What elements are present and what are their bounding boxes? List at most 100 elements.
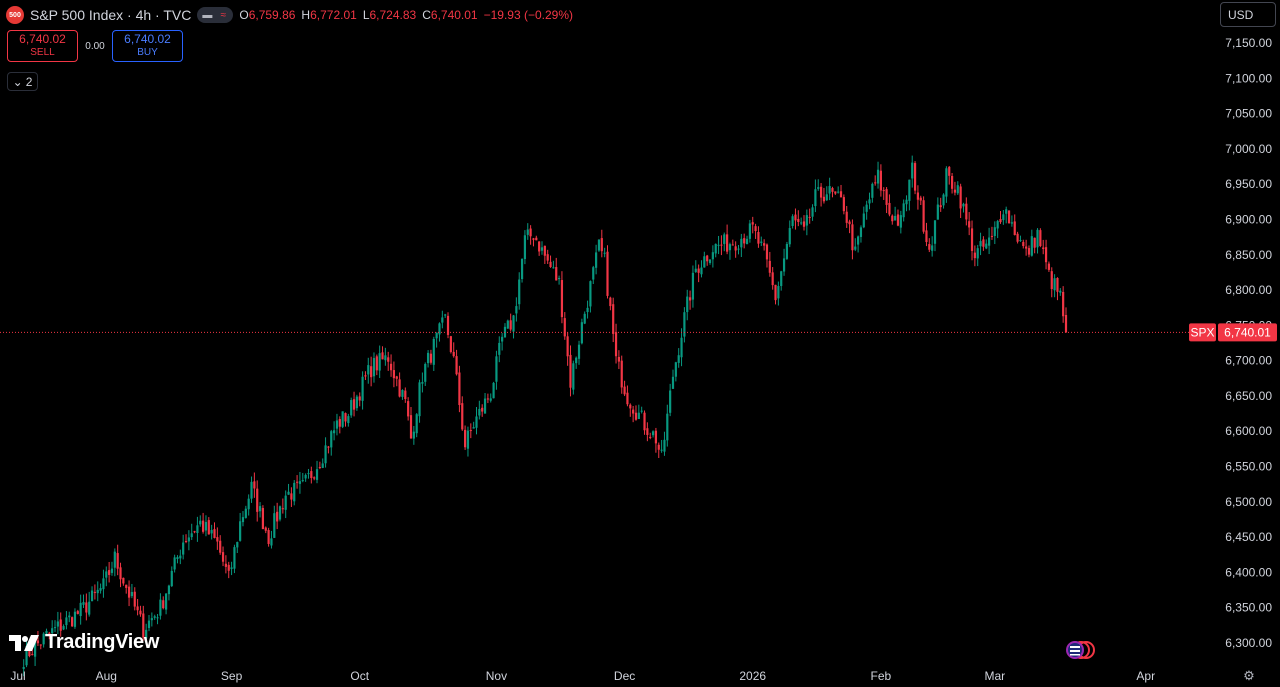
candle-body xyxy=(555,267,558,281)
buy-button[interactable]: 6,740.02 BUY xyxy=(112,30,183,62)
indicators-toggle[interactable]: ⌄ 2 xyxy=(7,72,38,91)
candle-body xyxy=(273,513,276,538)
candle-body xyxy=(250,481,253,499)
candle-body xyxy=(190,533,193,538)
candle-body xyxy=(224,563,227,567)
candle-body xyxy=(253,481,256,489)
candle-body xyxy=(375,356,378,371)
price-tick-label: 6,400.00 xyxy=(1225,565,1272,579)
price-axis[interactable]: 6,300.00 6,350.00 6,400.00 6,450.00 6,500.00… xyxy=(1225,36,1272,650)
symbol-price-tag-bg xyxy=(1189,323,1216,342)
candle-body xyxy=(520,258,524,280)
candle-body xyxy=(62,626,65,630)
ohlc-values: O6,759.86 H6,772.01 L6,724.83 C6,740.01 … xyxy=(239,8,573,22)
candle-body xyxy=(896,214,900,226)
candle-body xyxy=(401,390,404,397)
candle-body xyxy=(1044,247,1048,263)
candle-body xyxy=(797,218,800,223)
candle-body xyxy=(31,654,34,656)
time-tick-label: 2026 xyxy=(739,669,766,683)
events-icons[interactable] xyxy=(1058,640,1098,660)
high-label: H xyxy=(301,8,311,22)
wave-icon[interactable]: ≈ xyxy=(220,9,227,21)
candle-body xyxy=(173,557,176,570)
candle-body xyxy=(367,365,370,375)
candle-body xyxy=(885,189,888,205)
candle-body xyxy=(785,244,789,259)
candle-body xyxy=(563,318,566,337)
candle-body xyxy=(845,211,848,223)
candle-body xyxy=(364,375,367,377)
symbol-legend: 500 S&P 500 Index · 4h · TVC ▬ ≈ O6,759.… xyxy=(6,5,573,25)
candle-body xyxy=(179,555,182,559)
candle-body xyxy=(1039,230,1042,247)
candle-body xyxy=(1007,210,1011,224)
candle-body xyxy=(301,480,304,482)
candle-body xyxy=(626,392,629,405)
legend-pill[interactable]: ▬ ≈ xyxy=(197,7,234,23)
candle-body xyxy=(501,336,504,342)
candle-body xyxy=(922,200,925,232)
price-tick-label: 7,050.00 xyxy=(1225,107,1272,121)
candle-body xyxy=(404,390,407,400)
candle-body xyxy=(207,520,210,535)
time-axis[interactable]: Jul Aug Sep Oct Nov Dec 2026 Feb Mar Apr xyxy=(10,669,1155,683)
candle-body xyxy=(905,199,908,205)
minus-icon[interactable]: ▬ xyxy=(202,9,213,21)
candle-body xyxy=(876,169,880,184)
candle-body xyxy=(968,221,971,228)
candle-body xyxy=(703,256,706,268)
candle-body xyxy=(851,224,854,251)
candle-body xyxy=(868,199,871,204)
candle-body xyxy=(110,568,114,573)
candle-body xyxy=(444,314,447,316)
candle-body xyxy=(130,592,134,597)
symbol-icon[interactable]: 500 xyxy=(6,6,24,24)
candle-body xyxy=(720,244,723,246)
tradingview-logo[interactable]: TradingView xyxy=(9,631,159,654)
candle-body xyxy=(36,640,40,644)
candle-body xyxy=(33,641,37,657)
candle-body xyxy=(777,286,780,299)
trade-panel: 6,740.02 SELL 0.00 6,740.02 BUY xyxy=(7,30,183,62)
candle-body xyxy=(73,611,77,627)
candle-body xyxy=(108,570,111,575)
candle-body xyxy=(973,252,976,259)
last-price-line: SPX 6,740.01 xyxy=(0,323,1277,342)
candle-body xyxy=(603,252,606,254)
candle-body xyxy=(523,235,527,260)
candle-body xyxy=(65,617,68,626)
candle-body xyxy=(654,430,658,444)
candle-body xyxy=(45,630,48,634)
candle-body xyxy=(458,372,461,406)
candle-body xyxy=(942,194,945,206)
candle-body xyxy=(546,254,549,261)
candle-body xyxy=(694,268,697,272)
candle-body xyxy=(660,449,663,451)
candle-body xyxy=(996,221,999,229)
time-tick-label: Aug xyxy=(96,669,117,683)
candle-body xyxy=(159,599,162,616)
candle-body xyxy=(1047,263,1051,270)
candle-body xyxy=(307,473,310,475)
candle-body xyxy=(196,525,199,534)
candle-body xyxy=(221,552,225,562)
candle-body xyxy=(475,416,478,428)
low-label: L xyxy=(362,8,370,22)
candle-body xyxy=(595,252,598,268)
candle-body xyxy=(748,223,751,239)
candle-body xyxy=(59,619,62,631)
sell-button[interactable]: 6,740.02 SELL xyxy=(7,30,78,62)
symbol-title[interactable]: S&P 500 Index · 4h · TVC xyxy=(30,7,192,23)
settings-gear-icon[interactable]: ⚙ xyxy=(1243,668,1255,683)
candle-body xyxy=(162,600,165,609)
candle-body xyxy=(1059,290,1062,293)
candle-body xyxy=(270,538,273,546)
candle-body xyxy=(936,204,939,220)
candle-body xyxy=(612,304,615,334)
candle-body xyxy=(42,633,45,645)
currency-selector[interactable]: USD xyxy=(1220,2,1276,27)
candle-body xyxy=(931,245,934,251)
candle-body xyxy=(859,227,863,237)
